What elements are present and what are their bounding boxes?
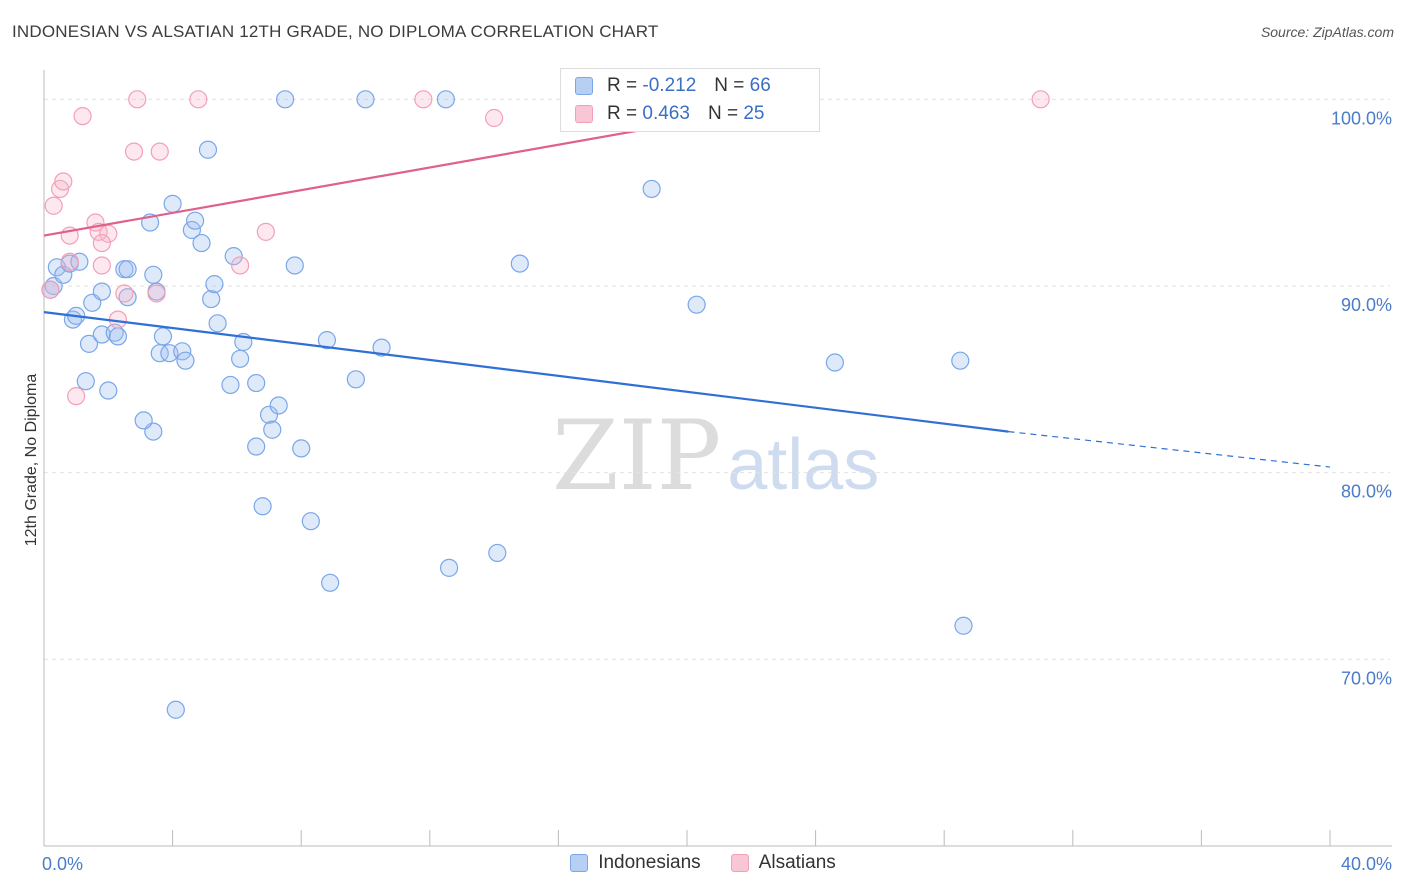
indonesian-trend-line xyxy=(43,311,1009,433)
chart-title: INDONESIAN VS ALSATIAN 12TH GRADE, NO DI… xyxy=(12,22,659,41)
indonesian-point xyxy=(488,543,507,563)
indonesian-point xyxy=(263,420,282,439)
indonesian-point xyxy=(99,381,118,400)
legend-r-label: R = xyxy=(607,103,638,124)
alsatian-point xyxy=(67,387,86,406)
indonesian-point xyxy=(153,327,173,346)
indonesian-point xyxy=(436,90,455,109)
blue-swatch-icon xyxy=(575,77,593,95)
alsatian-point xyxy=(115,284,134,303)
legend-r-value: -0.212 xyxy=(642,75,697,96)
source-label: Source: ZipAtlas.com xyxy=(1260,24,1394,40)
indonesian-point xyxy=(247,373,266,393)
legend-label-indonesians: Indonesians xyxy=(598,852,701,873)
indonesian-point xyxy=(92,282,111,301)
indonesian-point xyxy=(253,497,272,516)
pink-swatch-icon xyxy=(730,854,749,872)
indonesian-point xyxy=(208,314,227,333)
indonesian-point xyxy=(317,331,337,350)
indonesian-point xyxy=(346,370,365,389)
alsatian-point xyxy=(41,280,60,299)
indonesian-point xyxy=(163,194,182,213)
watermark-zip: ZIP xyxy=(552,400,722,512)
alsatian-point xyxy=(73,107,92,126)
indonesian-point xyxy=(356,90,375,109)
indonesian-point xyxy=(176,351,195,370)
legend-n-label: N = xyxy=(707,103,739,124)
indonesian-trend-extension xyxy=(1008,431,1331,468)
indonesian-point xyxy=(144,265,163,284)
legend-r-label: R = xyxy=(607,75,638,96)
alsatian-point xyxy=(124,142,144,161)
indonesian-point xyxy=(292,439,311,458)
legend-item-alsatians[interactable]: Alsatians xyxy=(730,852,836,874)
indonesian-point xyxy=(134,411,153,430)
indonesian-point xyxy=(79,334,99,353)
alsatian-point xyxy=(189,90,208,109)
alsatian-point xyxy=(485,108,504,128)
series-legend: Indonesians Alsatians xyxy=(0,852,1406,874)
indonesian-point xyxy=(118,260,137,279)
y-tick-label: 70.0% xyxy=(1341,668,1392,688)
indonesian-point xyxy=(259,405,279,424)
indonesian-point xyxy=(76,372,95,391)
alsatian-point xyxy=(92,233,111,253)
alsatian-point xyxy=(60,252,79,271)
legend-label-alsatians: Alsatians xyxy=(758,852,836,873)
indonesian-point xyxy=(951,351,970,370)
indonesian-point xyxy=(247,437,266,456)
alsatian-point xyxy=(92,256,111,275)
indonesian-point xyxy=(231,349,250,368)
legend-row-indonesians: R = -0.212 N = 66 xyxy=(575,74,771,98)
indonesian-point xyxy=(221,375,240,395)
y-tick-label: 100.0% xyxy=(1331,108,1392,128)
x-tick-label: 0.0% xyxy=(42,854,83,874)
indonesian-point xyxy=(108,327,128,346)
indonesian-point xyxy=(269,396,288,415)
blue-swatch-icon xyxy=(570,854,589,872)
watermark: ZIPatlas xyxy=(552,400,879,512)
alsatian-point xyxy=(231,256,250,275)
indonesian-point xyxy=(954,616,973,635)
indonesian-point xyxy=(202,289,221,309)
indonesian-point xyxy=(70,252,89,271)
alsatian-point xyxy=(128,90,147,109)
watermark-atlas: atlas xyxy=(727,425,880,505)
legend-row-alsatians: R = 0.463 N = 25 xyxy=(575,102,764,126)
y-tick-label: 90.0% xyxy=(1341,295,1392,315)
indonesian-point xyxy=(192,233,211,253)
indonesian-point xyxy=(205,275,224,294)
indonesian-point xyxy=(186,211,205,230)
indonesian-point xyxy=(439,558,459,577)
indonesian-point xyxy=(301,512,320,531)
indonesian-point xyxy=(825,353,844,372)
alsatian-point xyxy=(1031,90,1050,109)
indonesian-point xyxy=(166,700,185,719)
indonesian-point xyxy=(224,247,243,266)
legend-n-value: 66 xyxy=(749,75,771,96)
y-tick-label: 80.0% xyxy=(1341,482,1392,502)
indonesian-point xyxy=(687,295,706,314)
indonesian-point xyxy=(372,338,391,357)
indonesian-point xyxy=(510,254,529,273)
indonesian-point xyxy=(198,140,218,159)
x-tick-label: 40.0% xyxy=(1341,854,1392,874)
alsatian-point xyxy=(44,196,63,215)
indonesian-point xyxy=(642,179,661,199)
alsatian-point xyxy=(147,284,166,303)
alsatian-point xyxy=(54,172,73,191)
legend-item-indonesians[interactable]: Indonesians xyxy=(570,852,701,874)
legend-r-value: 0.463 xyxy=(642,103,690,124)
alsatian-point xyxy=(256,222,275,241)
legend-n-value: 25 xyxy=(743,103,765,124)
indonesian-point xyxy=(285,256,304,275)
stats-legend: R = -0.212 N = 66 R = 0.463 N = 25 xyxy=(560,68,820,132)
indonesian-point xyxy=(321,573,340,592)
indonesian-point xyxy=(276,90,295,109)
alsatian-point xyxy=(414,90,433,109)
pink-swatch-icon xyxy=(575,105,593,123)
legend-n-label: N = xyxy=(714,75,745,96)
alsatian-point xyxy=(150,142,169,161)
